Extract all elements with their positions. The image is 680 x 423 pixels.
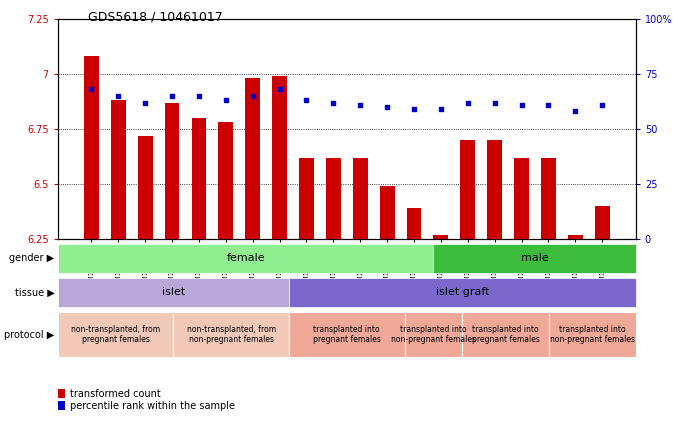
Text: transformed count: transformed count	[70, 389, 160, 399]
Text: transplanted into
pregnant females: transplanted into pregnant females	[313, 325, 381, 344]
Point	[489, 99, 500, 106]
Bar	[58, 312, 173, 357]
Bar	[326, 158, 341, 239]
Bar	[289, 278, 636, 307]
Bar	[111, 100, 126, 239]
Bar	[58, 389, 65, 398]
Text: transplanted into
pregnant females: transplanted into pregnant females	[472, 325, 540, 344]
Point	[355, 102, 366, 108]
Bar	[245, 78, 260, 239]
Point	[596, 102, 607, 108]
Point	[301, 97, 312, 104]
Point	[113, 93, 124, 99]
Text: protocol ▶: protocol ▶	[4, 330, 54, 340]
Text: transplanted into
non-pregnant females: transplanted into non-pregnant females	[550, 325, 635, 344]
Bar	[353, 158, 368, 239]
Text: transplanted into
non-pregnant females: transplanted into non-pregnant females	[391, 325, 476, 344]
Text: gender ▶: gender ▶	[10, 253, 54, 264]
Point	[248, 93, 258, 99]
Point	[86, 86, 97, 93]
Point	[543, 102, 554, 108]
Point	[328, 99, 339, 106]
Text: non-transplanted, from
non-pregnant females: non-transplanted, from non-pregnant fema…	[186, 325, 276, 344]
Bar	[541, 158, 556, 239]
Bar	[299, 158, 314, 239]
Text: tissue ▶: tissue ▶	[15, 287, 54, 297]
Point	[381, 104, 392, 110]
Text: GDS5618 / 10461017: GDS5618 / 10461017	[88, 11, 223, 24]
Bar	[462, 312, 549, 357]
Text: islet graft: islet graft	[436, 287, 489, 297]
Bar	[58, 401, 65, 410]
Bar	[289, 312, 405, 357]
Bar	[434, 244, 636, 273]
Point	[194, 93, 205, 99]
Point	[220, 97, 231, 104]
Point	[274, 86, 285, 93]
Text: non-transplanted, from
pregnant females: non-transplanted, from pregnant females	[71, 325, 160, 344]
Bar	[433, 235, 448, 239]
Bar	[488, 140, 502, 239]
Point	[140, 99, 151, 106]
Bar	[58, 244, 434, 273]
Bar	[568, 235, 583, 239]
Text: female: female	[226, 253, 265, 264]
Bar	[407, 208, 422, 239]
Bar	[173, 312, 289, 357]
Bar	[192, 118, 206, 239]
Bar	[460, 140, 475, 239]
Point	[516, 102, 527, 108]
Bar	[138, 136, 152, 239]
Point	[462, 99, 473, 106]
Bar	[218, 122, 233, 239]
Bar	[272, 76, 287, 239]
Bar	[58, 278, 289, 307]
Text: islet: islet	[162, 287, 185, 297]
Point	[435, 106, 446, 113]
Point	[409, 106, 420, 113]
Text: male: male	[521, 253, 549, 264]
Bar	[514, 158, 529, 239]
Bar	[595, 206, 609, 239]
Bar	[165, 103, 180, 239]
Bar	[405, 312, 462, 357]
Bar	[549, 312, 636, 357]
Point	[167, 93, 177, 99]
Point	[570, 108, 581, 115]
Bar	[84, 56, 99, 239]
Text: percentile rank within the sample: percentile rank within the sample	[70, 401, 235, 411]
Bar	[379, 186, 394, 239]
